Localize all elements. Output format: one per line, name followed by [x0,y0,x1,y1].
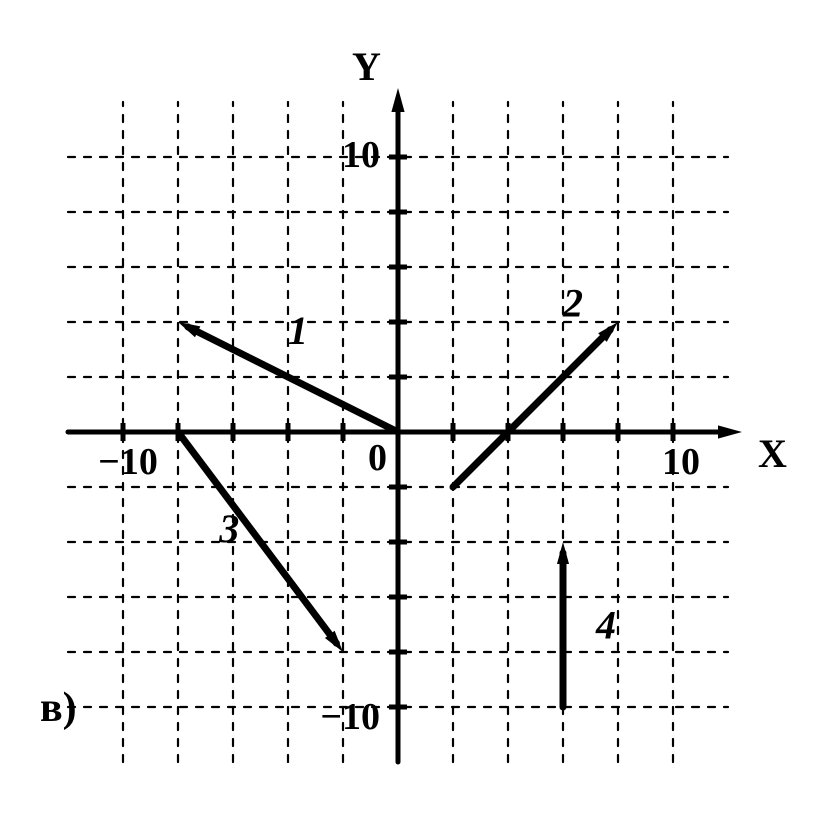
x-tick-label: 10 [662,441,700,483]
vector-chart: X Y 0 10 −10 10 −10 1 2 3 4 в) [0,0,828,828]
chart-bg [0,0,828,828]
vector-label-2: 2 [562,281,583,326]
y-tick-label: −10 [320,696,380,738]
panel-label: в) [40,685,77,731]
y-tick-label: 10 [342,134,380,176]
vector-label-1: 1 [288,308,308,353]
vector-label-3: 3 [218,506,239,551]
x-axis-label: X [758,431,787,476]
x-tick-label: −10 [98,441,158,483]
vector-label-4: 4 [595,602,616,647]
y-axis-label: Y [352,44,381,89]
origin-label: 0 [368,437,387,479]
